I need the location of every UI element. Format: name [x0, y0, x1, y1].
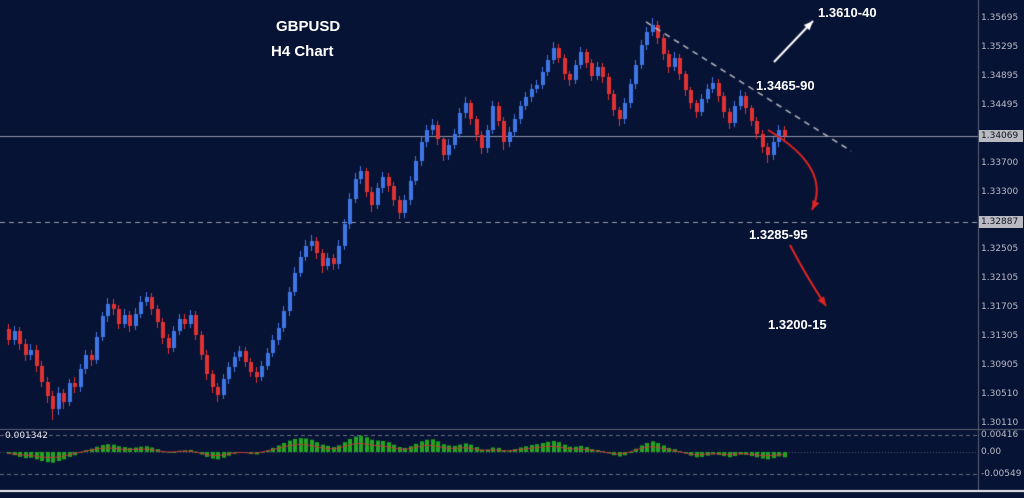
- price-axis-label: 1.34495: [981, 100, 1019, 110]
- price-axis-label: 1.31705: [981, 302, 1019, 312]
- price-axis-label: 1.31305: [981, 331, 1019, 341]
- price-axis-label: 1.34895: [981, 71, 1019, 81]
- annotation-support-zone: 1.3285-95: [749, 227, 808, 242]
- price-axis-label: 1.32505: [981, 244, 1019, 254]
- annotation-resistance-zone: 1.3465-90: [756, 78, 815, 93]
- price-axis-label: 1.30510: [981, 389, 1019, 399]
- chart-symbol-title: GBPUSD: [276, 18, 341, 35]
- price-axis-label: 1.33700: [981, 158, 1019, 168]
- support-level-marker: 1.32887: [979, 216, 1023, 228]
- price-axis-label: 1.33300: [981, 187, 1019, 197]
- annotation-lower-target: 1.3200-15: [768, 317, 827, 332]
- price-axis-label: 1.30905: [981, 360, 1019, 370]
- price-axis-label: 1.35695: [981, 13, 1019, 23]
- chart-timeframe-title: H4 Chart: [271, 43, 334, 60]
- indicator-axis-label: -0.00549: [981, 469, 1022, 479]
- price-axis-label: 1.30110: [981, 418, 1019, 428]
- indicator-axis-label: 0.00: [981, 447, 1002, 457]
- indicator-axis[interactable]: 0.00416 0.00 -0.00549: [978, 429, 1024, 490]
- indicator-axis-label: 0.00416: [981, 430, 1019, 440]
- bid-price-marker: 1.34069: [979, 130, 1023, 142]
- indicator-current-value: 0.001342: [5, 431, 48, 441]
- annotation-upper-target: 1.3610-40: [818, 5, 877, 20]
- price-axis-label: 1.35295: [981, 42, 1019, 52]
- price-axis-label: 1.32105: [981, 273, 1019, 283]
- price-axis[interactable]: 1.35695 1.35295 1.34895 1.34495 1.33700 1.333…: [978, 0, 1024, 429]
